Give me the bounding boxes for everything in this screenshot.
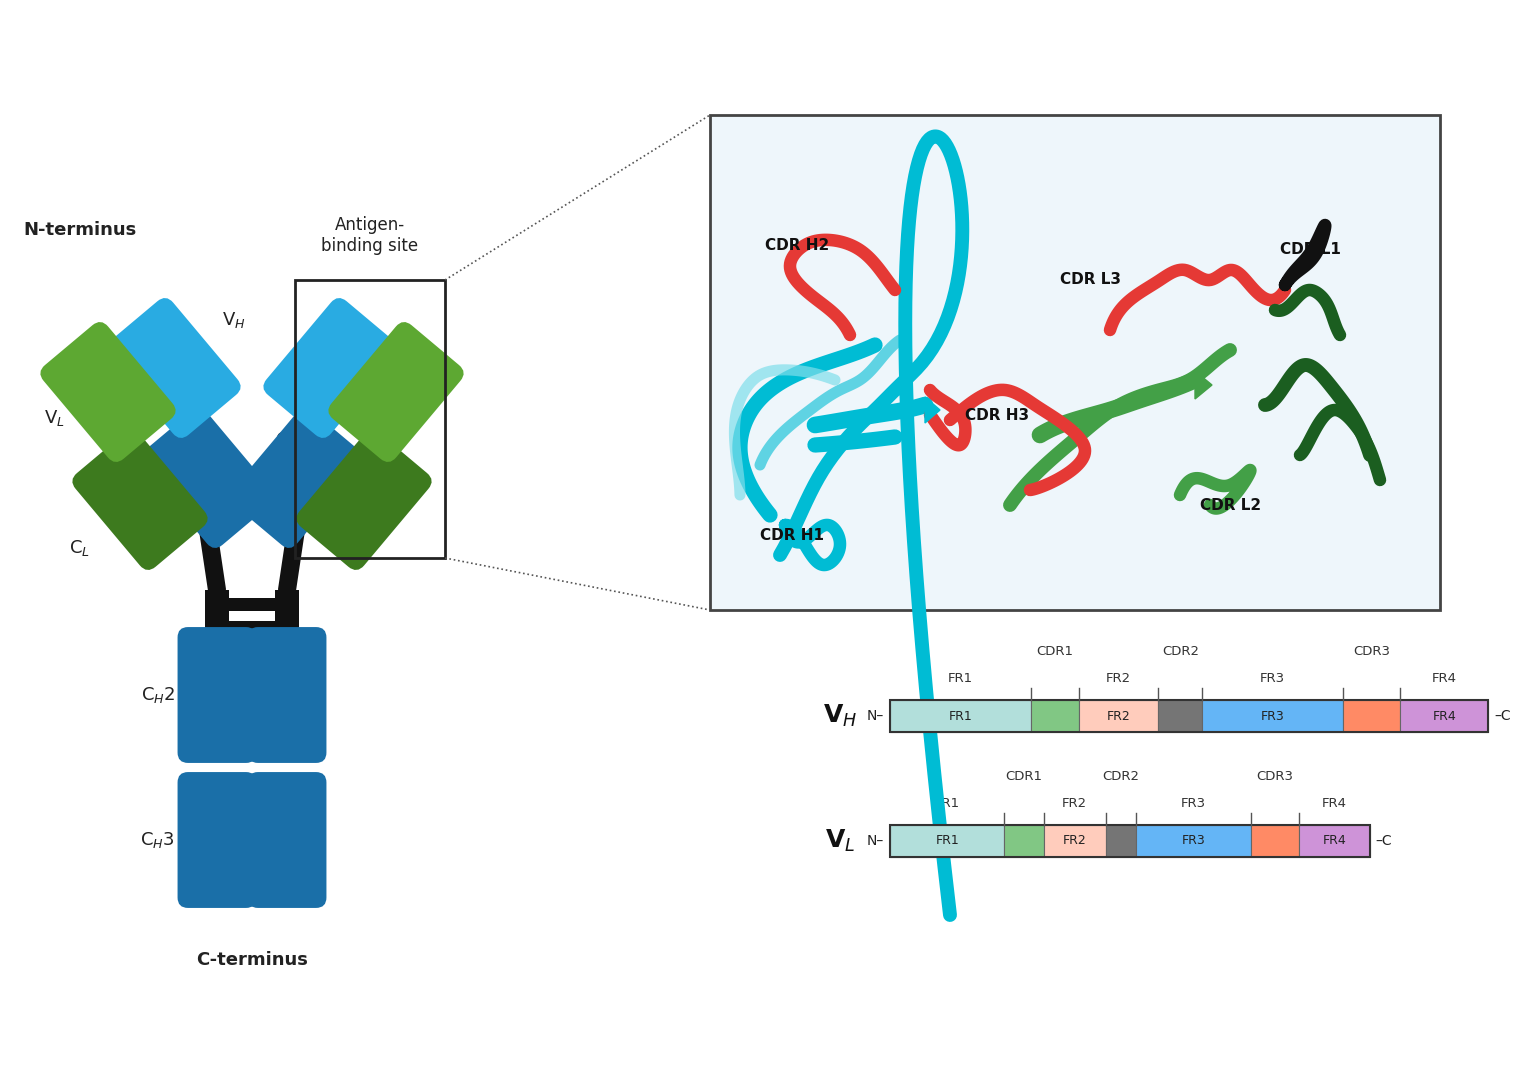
Bar xyxy=(1080,700,1158,732)
Bar xyxy=(1203,700,1342,732)
Text: C$_H$3: C$_H$3 xyxy=(140,830,175,850)
Bar xyxy=(1158,700,1203,732)
Polygon shape xyxy=(1195,371,1212,399)
Text: Antigen-
binding site: Antigen- binding site xyxy=(321,216,419,255)
Text: $\mathbf{V}_H$: $\mathbf{V}_H$ xyxy=(823,703,857,729)
Text: V$_H$: V$_H$ xyxy=(223,310,246,330)
Text: FR3: FR3 xyxy=(1261,710,1284,722)
Text: CDR1: CDR1 xyxy=(1037,645,1074,658)
Text: FR4: FR4 xyxy=(1433,710,1456,722)
Bar xyxy=(1401,700,1488,732)
FancyBboxPatch shape xyxy=(178,627,257,763)
Bar xyxy=(1106,825,1137,857)
Text: FR1: FR1 xyxy=(949,710,972,722)
Text: FR3: FR3 xyxy=(1181,834,1206,847)
Bar xyxy=(1299,825,1370,857)
Bar xyxy=(1044,825,1106,857)
Bar xyxy=(1005,825,1044,857)
Text: CDR2: CDR2 xyxy=(1103,770,1140,783)
Bar xyxy=(1342,700,1401,732)
Bar xyxy=(204,590,229,645)
Bar xyxy=(204,621,300,634)
Text: CDR H3: CDR H3 xyxy=(965,407,1029,422)
Text: C-terminus: C-terminus xyxy=(197,951,307,969)
Bar xyxy=(275,590,300,645)
Bar xyxy=(889,700,1488,732)
Text: CDR H1: CDR H1 xyxy=(760,528,823,543)
Text: FR3: FR3 xyxy=(1260,672,1286,685)
Text: FR3: FR3 xyxy=(1181,797,1206,809)
Text: N–: N– xyxy=(866,710,885,723)
FancyBboxPatch shape xyxy=(247,627,327,763)
Bar xyxy=(889,700,1031,732)
FancyBboxPatch shape xyxy=(40,321,175,462)
Polygon shape xyxy=(925,397,940,422)
Text: CDR L1: CDR L1 xyxy=(1279,243,1341,258)
FancyBboxPatch shape xyxy=(140,407,275,548)
Text: CDR2: CDR2 xyxy=(1161,645,1200,658)
Bar xyxy=(295,280,445,558)
FancyBboxPatch shape xyxy=(247,772,327,908)
Text: FR4: FR4 xyxy=(1322,797,1347,809)
Text: FR2: FR2 xyxy=(1106,672,1132,685)
Text: –C: –C xyxy=(1376,834,1392,848)
FancyBboxPatch shape xyxy=(329,321,464,462)
Text: FR1: FR1 xyxy=(934,797,960,809)
Text: FR4: FR4 xyxy=(1322,834,1346,847)
Text: C$_H$1: C$_H$1 xyxy=(275,430,309,450)
Text: CDR3: CDR3 xyxy=(1256,770,1293,783)
FancyBboxPatch shape xyxy=(72,430,207,570)
Text: FR2: FR2 xyxy=(1063,797,1087,809)
Text: N-terminus: N-terminus xyxy=(23,221,137,239)
Text: FR2: FR2 xyxy=(1107,710,1130,722)
Text: N–: N– xyxy=(866,834,885,848)
FancyBboxPatch shape xyxy=(178,772,257,908)
Text: FR2: FR2 xyxy=(1063,834,1086,847)
Text: CDR H2: CDR H2 xyxy=(765,238,829,253)
Text: C$_L$: C$_L$ xyxy=(69,538,91,558)
Bar xyxy=(889,825,1005,857)
Bar xyxy=(1250,825,1299,857)
Text: FR1: FR1 xyxy=(948,672,972,685)
FancyBboxPatch shape xyxy=(296,430,432,570)
Text: FR4: FR4 xyxy=(1432,672,1458,685)
FancyBboxPatch shape xyxy=(106,298,241,438)
Text: V$_L$: V$_L$ xyxy=(45,408,65,428)
Text: –C: –C xyxy=(1495,710,1511,723)
Bar xyxy=(889,825,1370,857)
Text: FR1: FR1 xyxy=(935,834,958,847)
Text: CDR L2: CDR L2 xyxy=(1200,498,1261,513)
FancyBboxPatch shape xyxy=(263,298,399,438)
Bar xyxy=(204,598,300,611)
FancyBboxPatch shape xyxy=(229,407,364,548)
Text: C$_H$2: C$_H$2 xyxy=(140,685,175,705)
Text: CDR1: CDR1 xyxy=(1006,770,1043,783)
Text: $\mathbf{V}_L$: $\mathbf{V}_L$ xyxy=(825,828,856,855)
Bar xyxy=(1031,700,1080,732)
Bar xyxy=(1137,825,1250,857)
Text: CDR3: CDR3 xyxy=(1353,645,1390,658)
Text: CDR L3: CDR L3 xyxy=(1060,272,1120,287)
Bar xyxy=(710,115,1441,610)
